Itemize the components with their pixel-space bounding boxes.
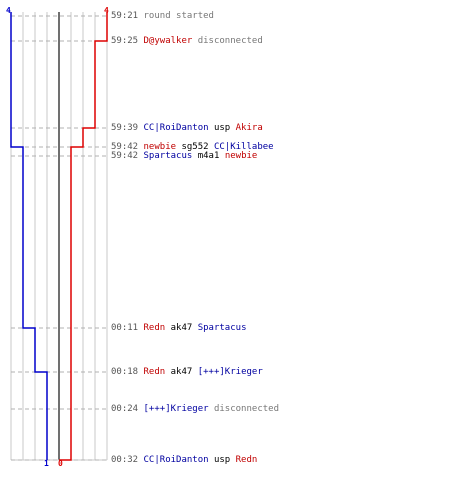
event-text: [+++]Krieger <box>143 404 209 414</box>
blue-end-count: 1 <box>44 459 49 468</box>
red-end-count: 0 <box>58 459 63 468</box>
event-row: 59:42 Spartacus m4a1 newbie <box>111 151 257 161</box>
event-text: Spartacus <box>197 323 247 333</box>
event-text: ak47 <box>165 323 198 333</box>
event-text: Redn <box>143 323 166 333</box>
red-start-count: 4 <box>104 6 109 15</box>
event-text: Redn <box>235 455 258 465</box>
event-text: ak47 <box>165 367 198 377</box>
blue-team-line <box>10 12 48 460</box>
event-text: [+++]Krieger <box>197 367 263 377</box>
event-time: 59:42 <box>111 151 144 161</box>
event-text: CC|RoiDanton <box>143 455 209 465</box>
event-text: disconnected <box>192 36 263 46</box>
event-row: 00:18 Redn ak47 [+++]Krieger <box>111 367 263 377</box>
event-text: newbie <box>224 151 258 161</box>
blue-start-count: 4 <box>6 6 11 15</box>
event-time: 00:24 <box>111 404 144 414</box>
event-text: Akira <box>235 123 263 133</box>
event-time: 00:32 <box>111 455 144 465</box>
event-time: 59:39 <box>111 123 144 133</box>
event-text: newbie <box>143 142 177 152</box>
event-text: sg552 <box>176 142 214 152</box>
event-text: CC|RoiDanton <box>143 123 209 133</box>
event-row: 00:32 CC|RoiDanton usp Redn <box>111 455 257 465</box>
event-time: 00:11 <box>111 323 144 333</box>
event-text: m4a1 <box>192 151 225 161</box>
event-row: 59:25 D@ywalker disconnected <box>111 36 263 46</box>
event-text: round started <box>143 11 214 21</box>
event-text: usp <box>208 123 236 133</box>
event-row: 59:42 newbie sg552 CC|Killabee <box>111 142 274 152</box>
event-time: 59:25 <box>111 36 144 46</box>
event-text: Spartacus <box>143 151 193 161</box>
event-text: usp <box>208 455 236 465</box>
event-text: D@ywalker <box>143 36 193 46</box>
event-row: 59:39 CC|RoiDanton usp Akira <box>111 123 263 133</box>
event-text: disconnected <box>208 404 279 414</box>
event-row: 00:24 [+++]Krieger disconnected <box>111 404 279 414</box>
event-text: CC|Killabee <box>213 142 274 152</box>
event-row: 59:21 round started <box>111 11 214 21</box>
event-time: 59:42 <box>111 142 144 152</box>
event-time: 00:18 <box>111 367 144 377</box>
red-team-line <box>59 12 108 461</box>
event-row: 00:11 Redn ak47 Spartacus <box>111 323 247 333</box>
event-text: Redn <box>143 367 166 377</box>
event-time: 59:21 <box>111 11 144 21</box>
